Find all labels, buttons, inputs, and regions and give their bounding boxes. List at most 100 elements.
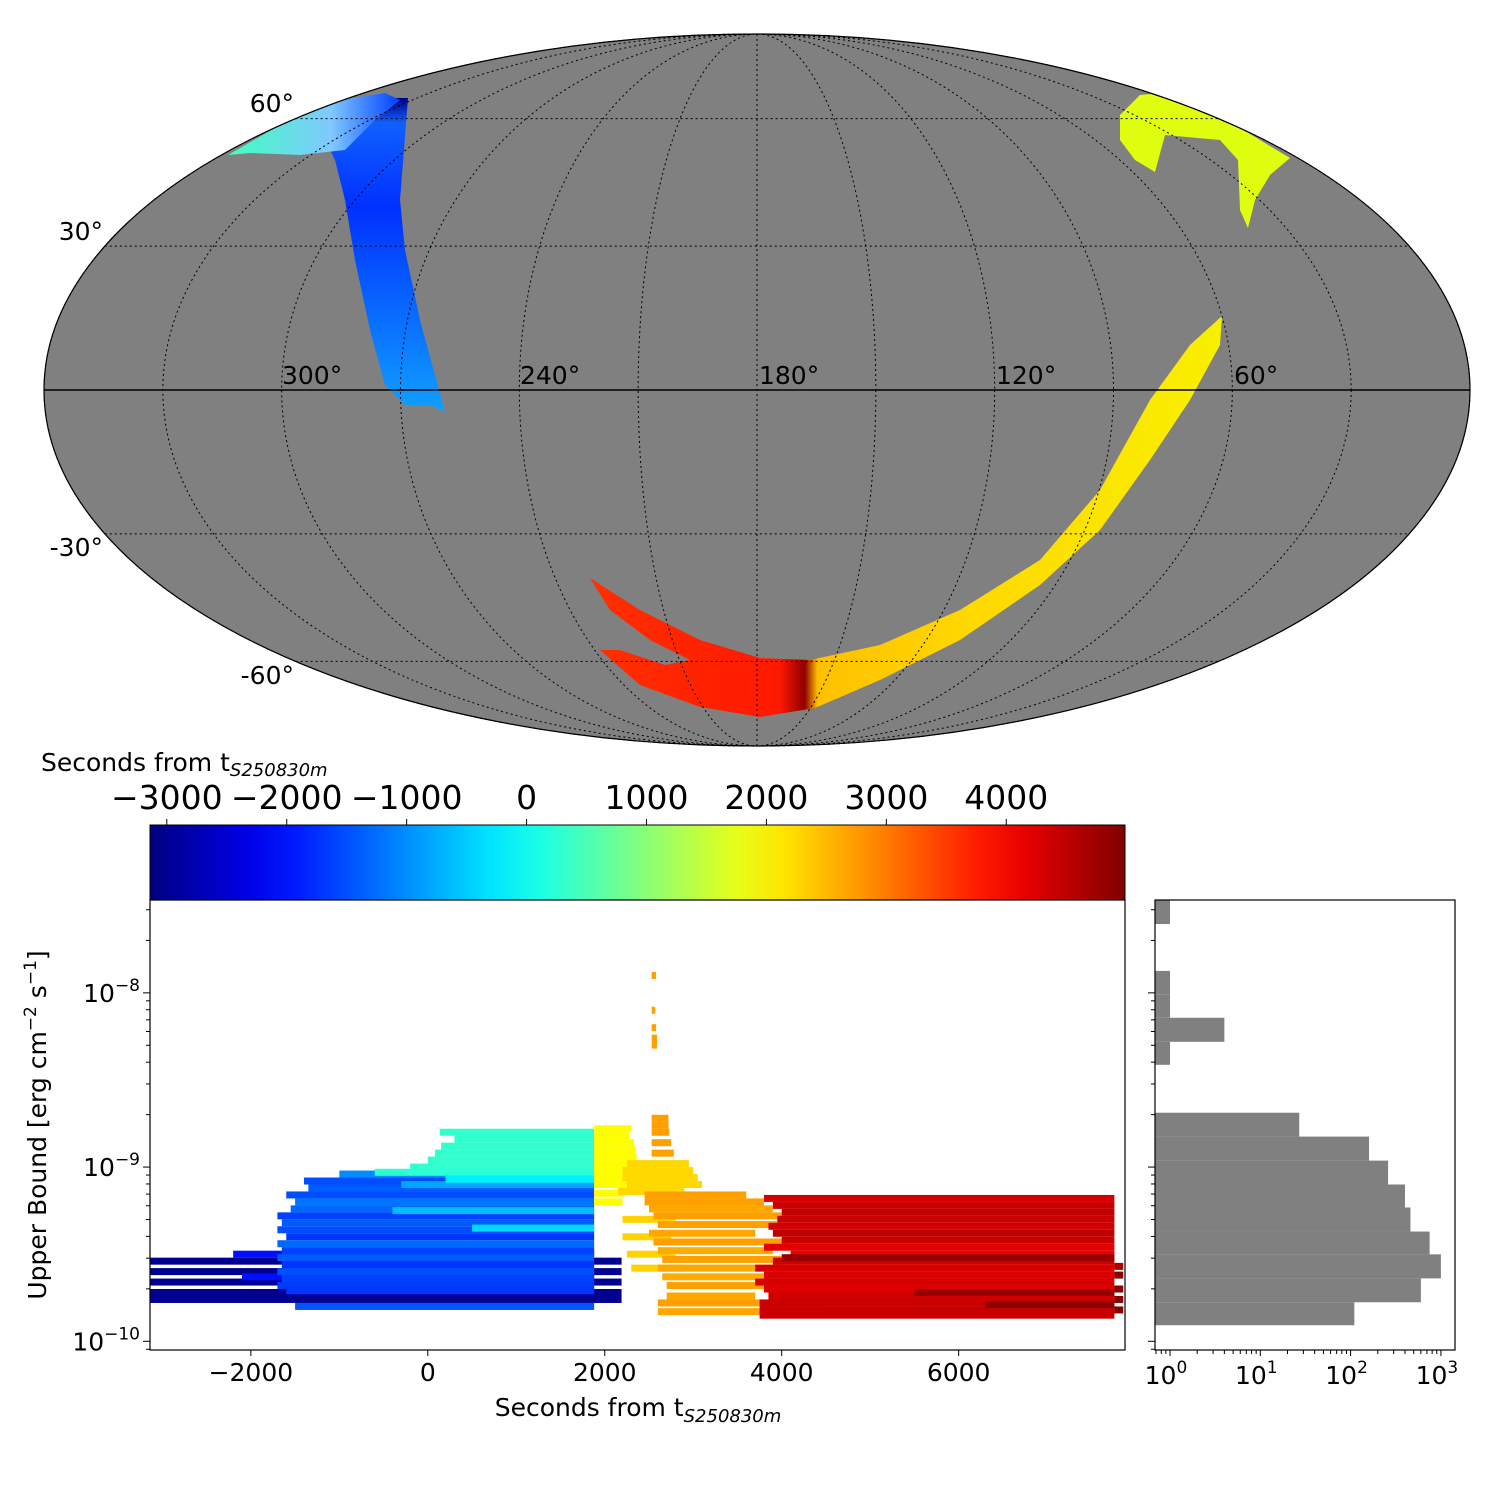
upper-bound-segment [651, 1041, 657, 1049]
lon-label: 300° [282, 361, 342, 390]
upper-bound-segment [410, 1163, 595, 1171]
upper-bound-segment [441, 1142, 595, 1150]
colorbar: Seconds from tS250830m −3000 −2000 −1000 0 1… [41, 748, 1126, 901]
upper-bound-segment [657, 1308, 765, 1316]
upper-bound-segment [759, 1311, 1115, 1319]
segments [150, 971, 1124, 1319]
upper-bound-segment [472, 1224, 595, 1232]
upper-bound-segment [755, 1278, 1115, 1286]
colorbar-tick-label: −2000 [231, 778, 343, 817]
upper-bound-segment [1114, 1285, 1124, 1293]
upper-bound-segment [651, 1121, 669, 1129]
upper-bound-segment [594, 1125, 632, 1133]
x-tick-label: 4000 [750, 1358, 814, 1387]
upper-bound-segment [281, 1261, 595, 1269]
upper-bound-segment [772, 1229, 1115, 1237]
upper-bound-segment [281, 1247, 595, 1255]
upper-bound-segment [594, 1180, 632, 1188]
upper-bound-segment [626, 1160, 689, 1168]
upper-bound-segment [281, 1275, 595, 1283]
upper-bound-segment [622, 1233, 672, 1241]
lon-label: 60° [1234, 361, 1278, 390]
upper-bound-segment [914, 1289, 1115, 1297]
upper-bound-segment [1114, 1295, 1124, 1303]
x-tick-label: 6000 [927, 1358, 991, 1387]
upper-bound-segment [277, 1282, 595, 1290]
upper-bound-segment [651, 1114, 669, 1122]
upper-bound-segment [653, 1212, 782, 1220]
x-tick-label: 0 [420, 1358, 436, 1387]
upper-bound-segment [1114, 1271, 1124, 1279]
colorbar-tick-label: 3000 [844, 778, 928, 817]
lon-label: 180° [759, 361, 819, 390]
upper-bound-segment [649, 1229, 756, 1237]
colorbar-tick-label: 1000 [605, 778, 689, 817]
lat-label: 60° [250, 89, 294, 118]
upper-bound-segment [651, 1034, 657, 1042]
upper-bound-segment [781, 1254, 1115, 1262]
histogram-bar [1155, 1278, 1421, 1303]
upper-bound-segment [651, 971, 657, 979]
upper-bound-segment [644, 1198, 765, 1206]
x-tick-label: 2000 [573, 1358, 637, 1387]
lon-label: 240° [520, 361, 580, 390]
histogram-bar [1155, 994, 1170, 1018]
upper-bound-plot: −2000 0 2000 4000 6000 10−8 10−9 10−10 Seconds … [21, 899, 1155, 1427]
upper-bound-segment [662, 1255, 782, 1263]
y-tick-label: 10−10 [72, 1324, 140, 1356]
lat-label: 30° [59, 217, 103, 246]
upper-bound-segment [295, 1198, 595, 1206]
hist-x-tick-label: 101 [1235, 1358, 1278, 1390]
upper-bound-segment [651, 1139, 672, 1147]
sky-map: 300° 240° 180° 120° 60° 60° 30° -30° -60… [43, 33, 1471, 747]
histogram-bar [1155, 1160, 1389, 1185]
histogram-bar [1155, 1112, 1300, 1137]
histogram-frame [1154, 899, 1456, 1351]
upper-bound-segment [777, 1215, 1115, 1223]
upper-bound-segment [286, 1287, 595, 1295]
upper-bound-segment [653, 1238, 787, 1246]
upper-bound-segment [1114, 1306, 1124, 1314]
upper-bound-segment [454, 1135, 595, 1143]
upper-bound-segment [651, 1006, 656, 1014]
upper-bound-segment [755, 1264, 1115, 1272]
upper-bound-segment [764, 1271, 1115, 1279]
upper-bound-segment [768, 1222, 1115, 1230]
histogram: 100 101 102 103 [1145, 899, 1459, 1390]
histogram-bar [1155, 1017, 1225, 1042]
upper-bound-segment [772, 1201, 1115, 1209]
upper-bound-segment [651, 1024, 657, 1032]
upper-bound-segment [392, 1207, 595, 1215]
histogram-bar [1155, 1184, 1405, 1208]
upper-bound-segment [277, 1240, 595, 1248]
upper-bound-segment [594, 1160, 632, 1168]
colorbar-tick-label: 0 [516, 778, 537, 817]
upper-bound-segment [434, 1149, 595, 1157]
upper-bound-segment [150, 1295, 622, 1303]
upper-bound-segment [651, 1149, 674, 1157]
hist-x-tick-label: 103 [1416, 1358, 1459, 1390]
sky-border [43, 33, 1471, 747]
upper-bound-segment [666, 1292, 756, 1300]
histogram-bar [1155, 900, 1170, 925]
upper-bound-segment [594, 1139, 634, 1147]
upper-bound-segment [594, 1132, 630, 1140]
upper-bound-segment [445, 1175, 595, 1183]
histogram-bar [1155, 1136, 1370, 1161]
colorbar-tick-label: −1000 [351, 778, 463, 817]
upper-bound-segment [277, 1226, 595, 1234]
plot-frame [149, 899, 1126, 1351]
upper-bound-segment [277, 1268, 595, 1276]
upper-bound-segment [439, 1128, 595, 1136]
upper-bound-segment [759, 1306, 1115, 1314]
colorbar-tick-label: 2000 [724, 778, 808, 817]
localization-region-blue [330, 98, 445, 412]
upper-bound-segment [985, 1301, 1115, 1309]
y-tick-label: 10−8 [83, 976, 140, 1008]
upper-bound-segment [427, 1156, 595, 1164]
upper-bound-segment [374, 1168, 595, 1176]
upper-bound-segment [759, 1299, 1115, 1307]
upper-bound-segment [626, 1180, 703, 1188]
upper-bound-segment [594, 1198, 623, 1206]
upper-bound-segment [286, 1191, 595, 1199]
